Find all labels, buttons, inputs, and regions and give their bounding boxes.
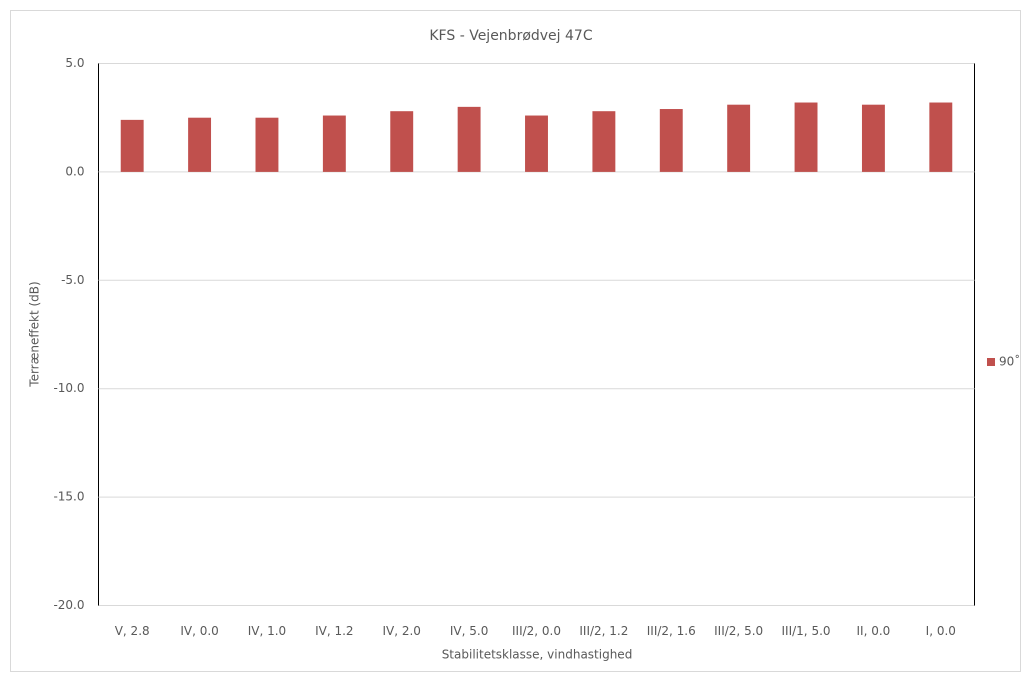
x-tick-label: IV, 2.0 <box>382 624 420 638</box>
x-tick-label: IV, 1.0 <box>248 624 286 638</box>
bar <box>188 117 212 172</box>
bar <box>390 111 414 172</box>
bar <box>929 102 953 172</box>
bar <box>255 117 279 172</box>
x-axis-title: Stabilitetsklasse, vindhastighed <box>442 648 633 662</box>
y-tick-label: 5.0 <box>65 56 84 70</box>
bar <box>525 115 548 172</box>
y-axis-title: Terræneffekt (dB) <box>28 281 42 387</box>
bar <box>727 104 751 172</box>
x-tick-label: II, 0.0 <box>857 624 891 638</box>
legend-swatch <box>987 358 995 366</box>
x-tick-label: IV, 1.2 <box>315 624 353 638</box>
x-tick-label: V, 2.8 <box>115 624 150 638</box>
x-tick-label: III/1, 5.0 <box>782 624 831 638</box>
bar <box>120 119 144 172</box>
y-tick-label: 0.0 <box>65 164 84 178</box>
x-tick-label: III/2, 5.0 <box>714 624 763 638</box>
x-tick-label: III/2, 0.0 <box>512 624 561 638</box>
x-tick-label: III/2, 1.6 <box>647 624 696 638</box>
y-tick-label: -10.0 <box>53 381 84 395</box>
x-tick-label: IV, 5.0 <box>450 624 488 638</box>
y-tick-label: -20.0 <box>53 598 84 612</box>
legend-label: 90˚ <box>999 354 1020 369</box>
bar <box>592 111 616 172</box>
bar <box>457 106 481 172</box>
x-tick-label: IV, 0.0 <box>180 624 218 638</box>
bar <box>861 104 885 172</box>
bar <box>322 115 346 172</box>
y-tick-label: -15.0 <box>53 490 84 504</box>
x-tick-label: III/2, 1.2 <box>579 624 628 638</box>
bar <box>794 102 818 172</box>
chart-title: KFS - Vejenbrødvej 47C <box>429 28 592 44</box>
bar <box>659 109 683 172</box>
y-tick-label: -5.0 <box>61 273 84 287</box>
x-tick-label: I, 0.0 <box>926 624 956 638</box>
chart-border <box>10 10 1021 672</box>
